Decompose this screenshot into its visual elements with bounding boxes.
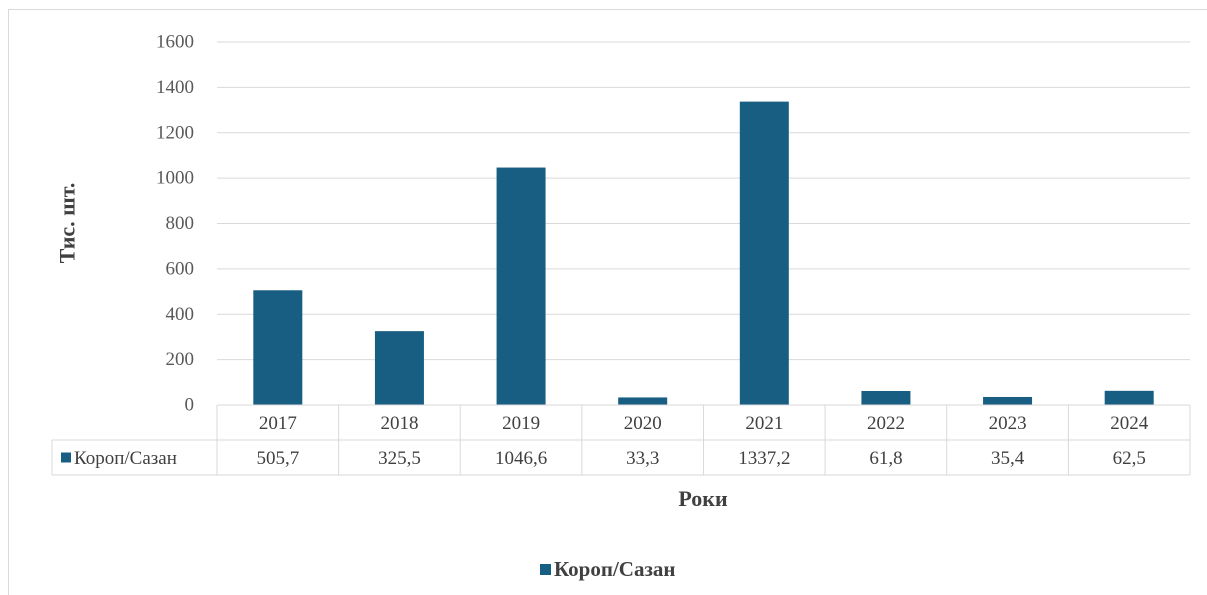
y-tick-label: 400	[166, 304, 195, 325]
data-label: 505,7	[256, 448, 299, 469]
y-tick-label: 200	[166, 349, 195, 370]
table-series-label: Короп/Сазан	[74, 448, 177, 469]
data-label: 33,3	[626, 448, 659, 469]
bar	[253, 290, 303, 405]
x-tick-label: 2024	[1110, 413, 1149, 434]
bars	[253, 101, 1154, 406]
data-label: 61,8	[869, 448, 902, 469]
y-tick-label: 1200	[156, 122, 194, 143]
data-label: 325,5	[378, 448, 421, 469]
y-tick-label: 1000	[156, 168, 194, 189]
data-label: 1337,2	[738, 448, 790, 469]
bar	[1104, 390, 1154, 405]
x-tick-label: 2017	[259, 413, 297, 434]
x-tick-label: 2021	[745, 413, 783, 434]
bar	[374, 331, 424, 405]
x-tick-label: 2019	[502, 413, 540, 434]
y-tick-label: 800	[166, 213, 195, 234]
y-axis-label: Тис. шт.	[55, 183, 80, 264]
x-tick-label: 2020	[624, 413, 662, 434]
data-label: 35,4	[991, 448, 1025, 469]
x-tick-label: 2018	[380, 413, 418, 434]
legend-label: Короп/Сазан	[554, 557, 676, 581]
data-label: 1046,6	[495, 448, 547, 469]
y-tick-labels: 0 200 400 600 800 1000 1200 1400 1600	[156, 32, 194, 416]
y-tick-label: 600	[166, 258, 195, 279]
data-table: 2017 505,7 2018 325,5 2019 1046,6 2020 33,3 2021…	[51, 404, 1191, 476]
y-tick-label: 1400	[156, 77, 194, 98]
bar	[983, 396, 1033, 405]
legend: Короп/Сазан	[540, 557, 676, 582]
x-tick-label: 2022	[867, 413, 905, 434]
y-tick-label: 1600	[156, 32, 194, 53]
bar	[739, 101, 789, 406]
x-tick-label: 2023	[989, 413, 1027, 434]
gridlines	[217, 41, 1190, 361]
bar	[618, 397, 668, 405]
legend-swatch	[540, 564, 551, 575]
y-tick-label: 0	[185, 395, 195, 416]
bar	[861, 390, 911, 405]
table-legend-key	[61, 452, 71, 463]
x-axis-label: Роки	[678, 486, 728, 511]
bar	[496, 167, 546, 405]
chart-frame	[8, 9, 1207, 595]
data-label: 62,5	[1113, 448, 1146, 469]
